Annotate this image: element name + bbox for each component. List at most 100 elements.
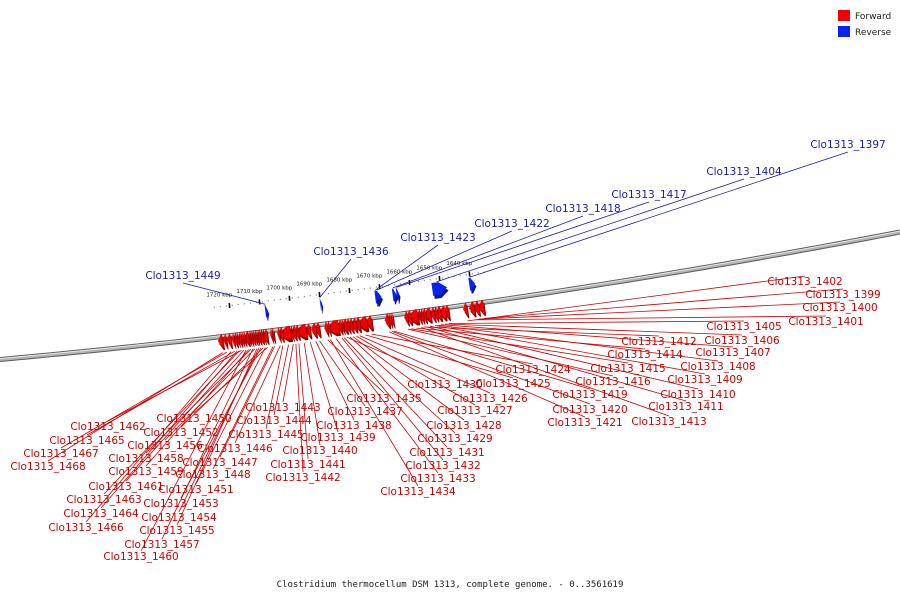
gene-arrow[interactable] <box>238 331 242 345</box>
forward-gene-label[interactable]: Clo1313_1415 <box>590 363 665 375</box>
gene-arrow[interactable] <box>435 306 442 320</box>
forward-gene-label[interactable]: Clo1313_1424 <box>495 364 571 376</box>
gene-arrow[interactable] <box>244 331 250 344</box>
forward-gene-label[interactable]: Clo1313_1435 <box>346 393 421 405</box>
forward-gene-label[interactable]: Clo1313_1431 <box>409 447 484 459</box>
gene-arrow[interactable] <box>305 323 311 337</box>
forward-gene-label[interactable]: Clo1313_1437 <box>327 406 402 418</box>
gene-arrow[interactable] <box>420 308 424 322</box>
gene-arrow[interactable] <box>264 304 268 318</box>
forward-gene-label[interactable]: Clo1313_1432 <box>405 460 480 472</box>
forward-gene-label[interactable]: Clo1313_1444 <box>236 415 312 427</box>
reverse-gene-label[interactable]: Clo1313_1449 <box>145 270 220 282</box>
gene-arrow[interactable] <box>444 305 450 318</box>
gene-arrow[interactable] <box>431 282 448 296</box>
reverse-gene-label[interactable]: Clo1313_1418 <box>545 203 620 215</box>
gene-arrow[interactable] <box>463 302 468 316</box>
gene-arrow[interactable] <box>439 305 447 319</box>
gene-arrow[interactable] <box>279 325 292 340</box>
gene-arrow[interactable] <box>417 308 422 322</box>
forward-gene-label[interactable]: Clo1313_1464 <box>63 508 139 520</box>
reverse-gene-label[interactable]: Clo1313_1397 <box>810 139 885 151</box>
forward-gene-label[interactable]: Clo1313_1456 <box>127 440 203 452</box>
gene-arrow[interactable] <box>366 315 373 329</box>
gene-arrow[interactable] <box>319 298 322 311</box>
gene-arrow[interactable] <box>407 309 419 323</box>
gene-arrow[interactable] <box>291 325 297 339</box>
gene-arrow[interactable] <box>374 290 378 304</box>
forward-gene-label[interactable]: Clo1313_1465 <box>49 435 124 447</box>
forward-gene-label[interactable]: Clo1313_1406 <box>704 335 780 347</box>
gene-arrow[interactable] <box>217 334 224 348</box>
gene-arrow[interactable] <box>468 277 475 291</box>
gene-arrow[interactable] <box>473 300 480 314</box>
forward-gene-label[interactable]: Clo1313_1399 <box>805 289 880 301</box>
gene-arrow[interactable] <box>315 322 321 336</box>
forward-gene-label[interactable]: Clo1313_1440 <box>282 445 357 457</box>
gene-arrow[interactable] <box>263 328 269 342</box>
gene-arrow[interactable] <box>231 332 235 346</box>
gene-arrow[interactable] <box>357 316 368 330</box>
gene-arrow[interactable] <box>240 331 244 345</box>
forward-gene-label[interactable]: Clo1313_1426 <box>452 393 528 405</box>
gene-arrow[interactable] <box>422 308 427 322</box>
gene-arrow[interactable] <box>468 301 476 315</box>
forward-gene-label[interactable]: Clo1313_1414 <box>607 349 683 361</box>
reverse-gene-label[interactable]: Clo1313_1417 <box>611 189 686 201</box>
forward-gene-label[interactable]: Clo1313_1458 <box>108 453 183 465</box>
forward-gene-label[interactable]: Clo1313_1446 <box>197 443 273 455</box>
forward-gene-label[interactable]: Clo1313_1427 <box>437 405 512 417</box>
gene-arrow[interactable] <box>338 319 343 333</box>
gene-arrow[interactable] <box>406 310 412 324</box>
forward-gene-label[interactable]: Clo1313_1462 <box>70 421 145 433</box>
reverse-gene-label[interactable]: Clo1313_1436 <box>313 246 389 258</box>
gene-arrow[interactable] <box>270 328 273 342</box>
forward-gene-label[interactable]: Clo1313_1430 <box>407 379 482 391</box>
forward-gene-label[interactable]: Clo1313_1459 <box>108 466 183 478</box>
gene-arrow[interactable] <box>227 333 232 347</box>
forward-gene-label[interactable]: Clo1313_1420 <box>552 404 627 416</box>
gene-arrow[interactable] <box>223 333 228 347</box>
forward-gene-label[interactable]: Clo1313_1428 <box>426 420 501 432</box>
gene-arrow[interactable] <box>342 318 348 332</box>
forward-gene-label[interactable]: Clo1313_1409 <box>667 374 742 386</box>
gene-arrow[interactable] <box>388 312 392 326</box>
gene-arrow[interactable] <box>326 319 340 334</box>
gene-arrow[interactable] <box>259 329 264 343</box>
forward-gene-label[interactable]: Clo1313_1421 <box>547 417 622 429</box>
gene-arrow[interactable] <box>391 288 397 302</box>
gene-arrow[interactable] <box>384 313 390 327</box>
forward-gene-label[interactable]: Clo1313_1425 <box>475 378 550 390</box>
forward-gene-label[interactable]: Clo1313_1460 <box>103 551 178 563</box>
gene-arrow[interactable] <box>295 324 307 338</box>
gene-arrow[interactable] <box>433 306 438 320</box>
forward-gene-label[interactable]: Clo1313_1455 <box>139 525 214 537</box>
forward-gene-label[interactable]: Clo1313_1402 <box>767 276 842 288</box>
forward-gene-label[interactable]: Clo1313_1419 <box>552 389 627 401</box>
gene-arrow[interactable] <box>404 310 409 324</box>
forward-gene-label[interactable]: Clo1313_1453 <box>143 498 218 510</box>
forward-gene-label[interactable]: Clo1313_1433 <box>400 473 475 485</box>
reverse-gene-label[interactable]: Clo1313_1423 <box>400 232 475 244</box>
gene-arrow[interactable] <box>324 321 328 335</box>
gene-arrow[interactable] <box>311 322 317 336</box>
forward-gene-label[interactable]: Clo1313_1452 <box>143 427 218 439</box>
gene-arrow[interactable] <box>233 332 238 346</box>
gene-arrow[interactable] <box>395 287 399 301</box>
forward-gene-label[interactable]: Clo1313_1442 <box>265 472 340 484</box>
forward-gene-label[interactable]: Clo1313_1411 <box>648 401 723 413</box>
forward-gene-label[interactable]: Clo1313_1445 <box>228 429 303 441</box>
gene-arrow[interactable] <box>430 307 436 320</box>
reverse-gene-label[interactable]: Clo1313_1404 <box>706 166 782 178</box>
forward-gene-label[interactable]: Clo1313_1401 <box>788 316 863 328</box>
gene-arrow[interactable] <box>354 317 361 331</box>
gene-arrow[interactable] <box>277 327 281 341</box>
gene-arrow[interactable] <box>294 324 300 338</box>
forward-gene-label[interactable]: Clo1313_1408 <box>680 361 755 373</box>
forward-gene-label[interactable]: Clo1313_1400 <box>802 302 877 314</box>
forward-gene-label[interactable]: Clo1313_1448 <box>175 469 250 481</box>
forward-gene-label[interactable]: Clo1313_1457 <box>124 539 199 551</box>
reverse-gene-label[interactable]: Clo1313_1422 <box>474 218 549 230</box>
forward-gene-label[interactable]: Clo1313_1443 <box>245 402 320 414</box>
gene-arrow[interactable] <box>348 318 354 332</box>
